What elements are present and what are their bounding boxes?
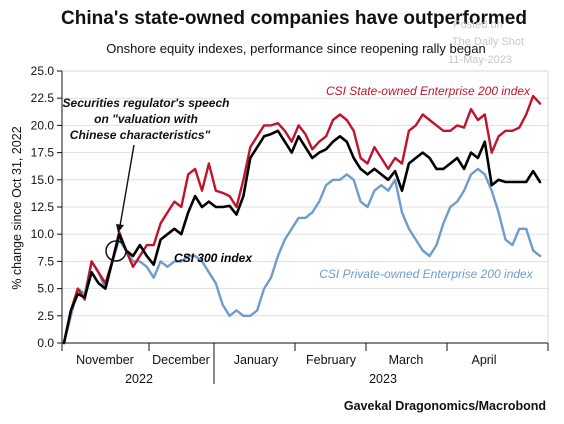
annotation-arrow-line [119, 144, 135, 227]
chart-title: China's state-owned companies have outpe… [61, 8, 527, 29]
watermark-line3: 11-May-2023 [448, 54, 512, 66]
y-tick-label: 25.0 [31, 64, 55, 78]
y-tick-label: 5.0 [37, 282, 54, 296]
y-tick-label: 2.5 [37, 309, 54, 323]
annotation-line1: Securities regulator's speech [63, 96, 230, 110]
series-line-csi300 [62, 129, 542, 345]
month-label: December [152, 353, 210, 367]
month-label: January [234, 353, 279, 367]
month-label: April [471, 353, 496, 367]
y-tick-label: 7.5 [37, 254, 54, 268]
month-label: March [389, 353, 424, 367]
annotation-line3: Chinese characteristics" [70, 128, 211, 142]
series-lines [62, 94, 542, 345]
y-axis-label: % change since Oct 31, 2022 [10, 126, 24, 289]
series-label-soe: CSI State-owned Enterprise 200 index [326, 84, 531, 98]
y-tick-label: 17.5 [31, 146, 55, 160]
y-tick-label: 12.5 [31, 200, 55, 214]
y-tick-label: 10.0 [31, 227, 55, 241]
month-label: February [306, 353, 357, 367]
year-label: 2023 [369, 372, 397, 386]
watermark-line2: The Daily Shot [452, 36, 524, 48]
y-tick-label: 22.5 [31, 91, 55, 105]
y-tick-label: 0.0 [37, 336, 54, 350]
y-tick-label: 15.0 [31, 173, 55, 187]
year-label: 2022 [125, 372, 153, 386]
y-axis-ticks: 0.0 2.5 5.0 7.5 10.0 12.5 15.0 17.5 20.0 22.5 25.0 [31, 64, 62, 350]
chart-subtitle: Onshore equity indexes, performance sinc… [106, 41, 485, 56]
series-label-private: CSI Private-owned Enterprise 200 index [319, 267, 533, 281]
watermark-line1: Posted on [453, 19, 503, 31]
annotation-arrow-head [116, 224, 124, 233]
month-label: November [76, 353, 134, 367]
y-tick-label: 20.0 [31, 118, 55, 132]
source-note: Gavekal Dragonomics/Macrobond [344, 399, 546, 413]
series-label-csi300: CSI 300 index [174, 251, 253, 265]
series-line-private [62, 167, 542, 345]
annotation-line2: on "valuation with [94, 112, 198, 126]
annotation-circle [105, 240, 127, 262]
